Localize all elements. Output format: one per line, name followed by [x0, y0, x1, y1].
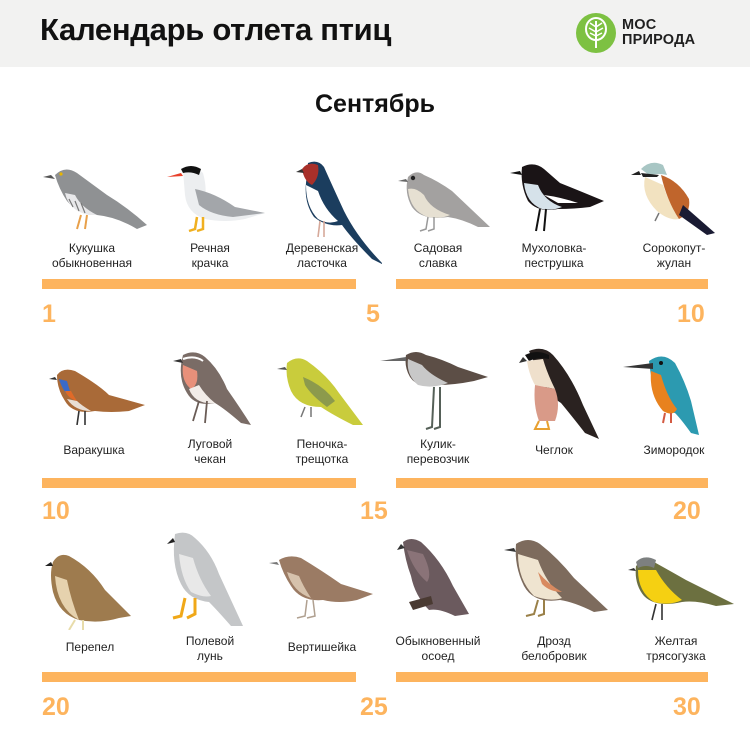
day-start: 20 — [42, 693, 70, 721]
bird-whinchat: Луговой чекан — [150, 345, 270, 466]
tree-icon — [576, 13, 616, 53]
timeline-bar-1 — [42, 478, 356, 488]
bird-label: Кукушка обыкновенная — [51, 241, 133, 270]
timeline-bar-2 — [396, 279, 708, 289]
warbler-icon — [398, 172, 490, 232]
bird-label: Мухоловка- пеструшка — [521, 241, 587, 270]
bird-label: Чеглок — [535, 443, 573, 457]
sandpiper-icon — [380, 352, 488, 430]
cuckoo-icon — [43, 169, 147, 230]
bird-quail: Перепел — [30, 530, 150, 654]
day-end: 20 — [673, 497, 701, 525]
day-start: 10 — [42, 497, 70, 525]
harrier-icon — [167, 532, 243, 626]
day-start: 1 — [42, 300, 56, 328]
header: Календарь отлета птиц МОС ПРИРОДА — [0, 0, 750, 67]
bird-label: Дрозд белобровик — [521, 634, 587, 663]
bird-label: Перепел — [65, 640, 115, 654]
bird-eurasian-hobby: Чеглок — [494, 345, 614, 457]
bird-label: Речная крачка — [190, 241, 230, 270]
day-end: 10 — [677, 300, 705, 328]
bird-cuckoo: Кукушка обыкновенная — [32, 155, 152, 270]
whinchat-icon — [173, 352, 251, 425]
logo-text: МОС ПРИРОДА — [622, 17, 696, 48]
bird-label: Полевой лунь — [185, 634, 235, 663]
honey-buzzard-icon — [397, 539, 469, 616]
timeline-bar-1 — [42, 672, 356, 682]
day-mid: 5 — [366, 300, 380, 328]
bird-barn-swallow: Деревенская ласточка — [262, 155, 382, 270]
bird-label: Кулик- перевозчик — [406, 437, 470, 466]
bird-label: Обыкновенный осоед — [395, 634, 481, 663]
bird-garden-warbler: Садовая славка — [378, 155, 498, 270]
timeline-bar-2 — [396, 672, 708, 682]
bird-label: Пеночка- трещотка — [295, 437, 349, 466]
kingfisher-icon — [623, 356, 699, 435]
wryneck-icon — [269, 556, 373, 619]
bird-wood-warbler: Пеночка- трещотка — [262, 345, 382, 466]
timeline-bar-2 — [396, 478, 708, 488]
bird-label: Желтая трясогузка — [646, 634, 706, 663]
bird-label: Садовая славка — [413, 241, 463, 270]
tern-icon — [167, 166, 265, 233]
shrike-icon — [631, 162, 715, 235]
bird-label: Зимородок — [643, 443, 705, 457]
bird-label: Сорокопут- жулан — [642, 241, 706, 270]
bird-wryneck: Вертишейка — [262, 530, 382, 654]
bird-pied-flycatcher: Мухоловка- пеструшка — [494, 155, 614, 270]
bird-kingfisher: Зимородок — [614, 345, 734, 457]
bird-red-backed-shrike: Сорокопут- жулан — [614, 155, 734, 270]
bird-pallid-harrier: Полевой лунь — [150, 530, 270, 663]
yellow-wagtail-icon — [628, 557, 734, 621]
quail-icon — [45, 554, 131, 630]
bird-label: Варакушка — [63, 443, 125, 457]
bird-honey-buzzard: Обыкновенный осоед — [378, 530, 498, 663]
hobby-falcon-icon — [519, 348, 599, 439]
page-title: Календарь отлета птиц — [40, 12, 392, 47]
timeline-bar-1 — [42, 279, 356, 289]
redwing-icon — [504, 540, 608, 617]
day-end: 30 — [673, 693, 701, 721]
bluethroat-icon — [49, 369, 145, 425]
day-mid: 25 — [360, 693, 388, 721]
bird-yellow-wagtail: Желтая трясогузка — [616, 530, 736, 663]
mospriroda-logo: МОС ПРИРОДА — [576, 13, 695, 53]
bird-label: Деревенская ласточка — [285, 241, 359, 270]
bird-label: Луговой чекан — [187, 437, 233, 466]
bird-river-tern: Речная крачка — [150, 155, 270, 270]
month-title: Сентябрь — [315, 90, 435, 118]
flycatcher-icon — [510, 164, 604, 232]
bird-bluethroat: Варакушка — [34, 345, 154, 457]
bird-redwing: Дрозд белобровик — [494, 530, 614, 663]
bird-common-sandpiper: Кулик- перевозчик — [378, 345, 498, 466]
wood-warbler-icon — [277, 358, 363, 425]
bird-label: Вертишейка — [287, 640, 357, 654]
swallow-icon — [296, 161, 382, 264]
day-mid: 15 — [360, 497, 388, 525]
